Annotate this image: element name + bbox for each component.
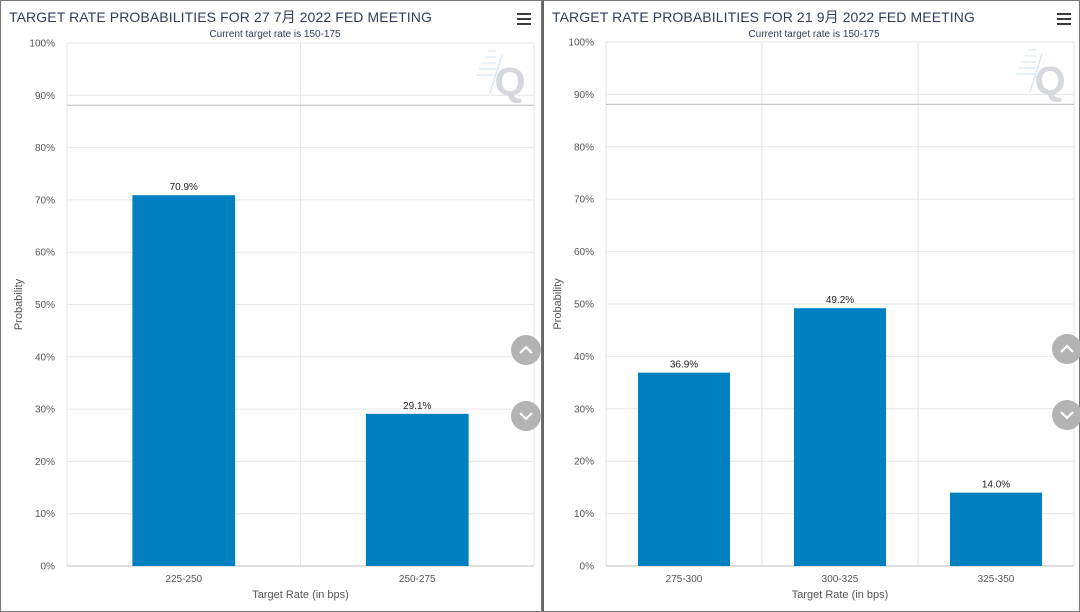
x-axis-title: Target Rate (in bps) — [792, 589, 889, 601]
bar-300-325 — [793, 308, 887, 566]
y-tick-label: 20% — [574, 457, 594, 468]
y-tick-label: 70% — [35, 195, 55, 206]
x-tick-label: 300-325 — [822, 574, 859, 585]
chart-subtitle: Current target rate is 150-175 — [209, 29, 341, 40]
y-axis-title: Probability — [552, 278, 564, 330]
hamburger-menu-icon[interactable] — [517, 13, 531, 25]
scroll-up-button[interactable] — [511, 335, 541, 365]
bar-325-350 — [949, 492, 1043, 566]
y-tick-label: 100% — [568, 38, 594, 49]
data-label: 14.0% — [982, 480, 1010, 491]
data-label: 36.9% — [670, 360, 698, 371]
y-tick-label: 10% — [574, 509, 594, 520]
q-logo-icon: Q — [1016, 49, 1066, 103]
y-tick-label: 30% — [574, 404, 594, 415]
svg-text:Q: Q — [1034, 59, 1065, 103]
y-tick-label: 50% — [35, 300, 55, 311]
y-tick-label: 10% — [35, 509, 55, 520]
chart-canvas: 0% 10% 20% 30% 40% 50% 60% 70% 80% 90% 100% Q 70.9% 2… — [13, 39, 535, 601]
y-tick-label: 90% — [35, 91, 55, 102]
q-logo-icon: Q — [476, 50, 526, 104]
y-tick-label: 80% — [35, 143, 55, 154]
chevron-up-icon — [519, 345, 533, 354]
chart-canvas: 0% 10% 20% 30% 40% 50% 60% 70% 80% 90% 100% Q 36.9% 2… — [552, 38, 1075, 601]
x-tick-label: 250-275 — [399, 574, 436, 585]
y-tick-label: 80% — [574, 142, 594, 153]
chart-title: TARGET RATE PROBABILITIES FOR 27 7月 2022… — [9, 9, 432, 25]
chevron-up-icon — [1060, 344, 1074, 353]
svg-text:Q: Q — [494, 60, 525, 104]
chart-subtitle: Current target rate is 150-175 — [748, 29, 880, 40]
y-tick-label: 60% — [35, 248, 55, 259]
scroll-down-button[interactable] — [511, 401, 541, 431]
y-axis-title: Probability — [13, 278, 25, 330]
data-label: 29.1% — [403, 401, 431, 412]
chart-panel-right: 0% 10% 20% 30% 40% 50% 60% 70% 80% 90% 100% Q 36.9% 2… — [542, 0, 1080, 612]
chart-title: TARGET RATE PROBABILITIES FOR 21 9月 2022… — [552, 9, 975, 25]
x-tick-label: 275-300 — [666, 574, 703, 585]
y-tick-label: 90% — [574, 90, 594, 101]
y-tick-label: 40% — [574, 352, 594, 363]
y-tick-label: 50% — [574, 300, 594, 311]
y-tick-label: 20% — [35, 457, 55, 468]
scroll-up-button[interactable] — [1052, 334, 1080, 364]
y-tick-label: 30% — [35, 405, 55, 416]
x-tick-label: 325-350 — [978, 574, 1015, 585]
y-tick-label: 0% — [580, 562, 595, 573]
y-tick-label: 60% — [574, 247, 594, 258]
chevron-down-icon — [519, 412, 533, 421]
hamburger-menu-icon[interactable] — [1057, 13, 1071, 25]
y-tick-label: 70% — [574, 195, 594, 206]
chevron-down-icon — [1060, 411, 1074, 420]
data-label: 49.2% — [826, 295, 854, 306]
bar-275-300 — [637, 372, 731, 566]
y-tick-label: 40% — [35, 352, 55, 363]
x-tick-label: 225-250 — [165, 574, 202, 585]
scroll-down-button[interactable] — [1052, 400, 1080, 430]
chart-panel-left: 0% 10% 20% 30% 40% 50% 60% 70% 80% 90% 100% Q 70.9% 2… — [0, 0, 542, 612]
bar-250-275 — [365, 413, 469, 566]
bar-225-250 — [132, 195, 236, 566]
data-label: 70.9% — [170, 182, 198, 193]
y-tick-label: 0% — [41, 562, 56, 573]
x-axis-title: Target Rate (in bps) — [252, 589, 349, 601]
y-tick-label: 100% — [29, 39, 55, 50]
